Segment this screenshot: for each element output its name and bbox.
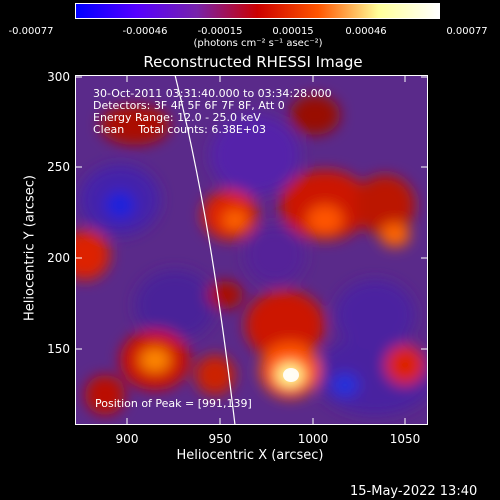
colorbar — [75, 3, 440, 19]
peak-core — [283, 368, 299, 382]
colorbar-tick-label: -0.00077 — [8, 26, 54, 37]
y-tick-label: 200 — [47, 251, 70, 265]
plot-title: Reconstructed RHESSI Image — [143, 53, 363, 71]
y-tick-label: 150 — [47, 342, 70, 356]
colorbar-tick-label: 0.00015 — [272, 26, 314, 37]
info-counts: Clean Total counts: 6.38E+03 — [93, 123, 267, 136]
x-tick-label: 1000 — [297, 432, 329, 446]
x-tick-label: 900 — [115, 432, 139, 446]
solar-limb-line — [174, 75, 236, 425]
info-energy-range: Energy Range: 12.0 - 25.0 keV — [93, 111, 261, 124]
x-tick-label: 950 — [208, 432, 232, 446]
solar-image — [75, 75, 428, 425]
colorbar-tick-label: 0.00077 — [446, 26, 488, 37]
info-detectors: Detectors: 3F 4F 5F 6F 7F 8F, Att 0 — [93, 99, 285, 112]
info-time-range: 30-Oct-2011 03:31:40.000 to 03:34:28.000 — [93, 87, 332, 100]
tick-marks — [75, 75, 428, 425]
colorbar-tick-label: -0.00015 — [197, 26, 243, 37]
y-axis-label: Heliocentric Y (arcsec) — [22, 175, 38, 321]
x-tick-label: 1050 — [389, 432, 421, 446]
plot-frame — [75, 75, 428, 425]
colorbar-tick-label: -0.00046 — [122, 26, 168, 37]
emission-blobs — [75, 95, 428, 415]
timestamp: 15-May-2022 13:40 — [350, 484, 478, 499]
colorbar-units: (photons cm⁻² s⁻¹ asec⁻²) — [193, 38, 323, 49]
colorbar-tick-label: 0.00046 — [345, 26, 387, 37]
x-axis-label: Heliocentric X (arcsec) — [176, 448, 324, 463]
y-tick-label: 250 — [47, 160, 70, 174]
y-tick-label: 300 — [47, 70, 70, 84]
peak-position-label: Position of Peak = [991,139] — [95, 397, 252, 410]
